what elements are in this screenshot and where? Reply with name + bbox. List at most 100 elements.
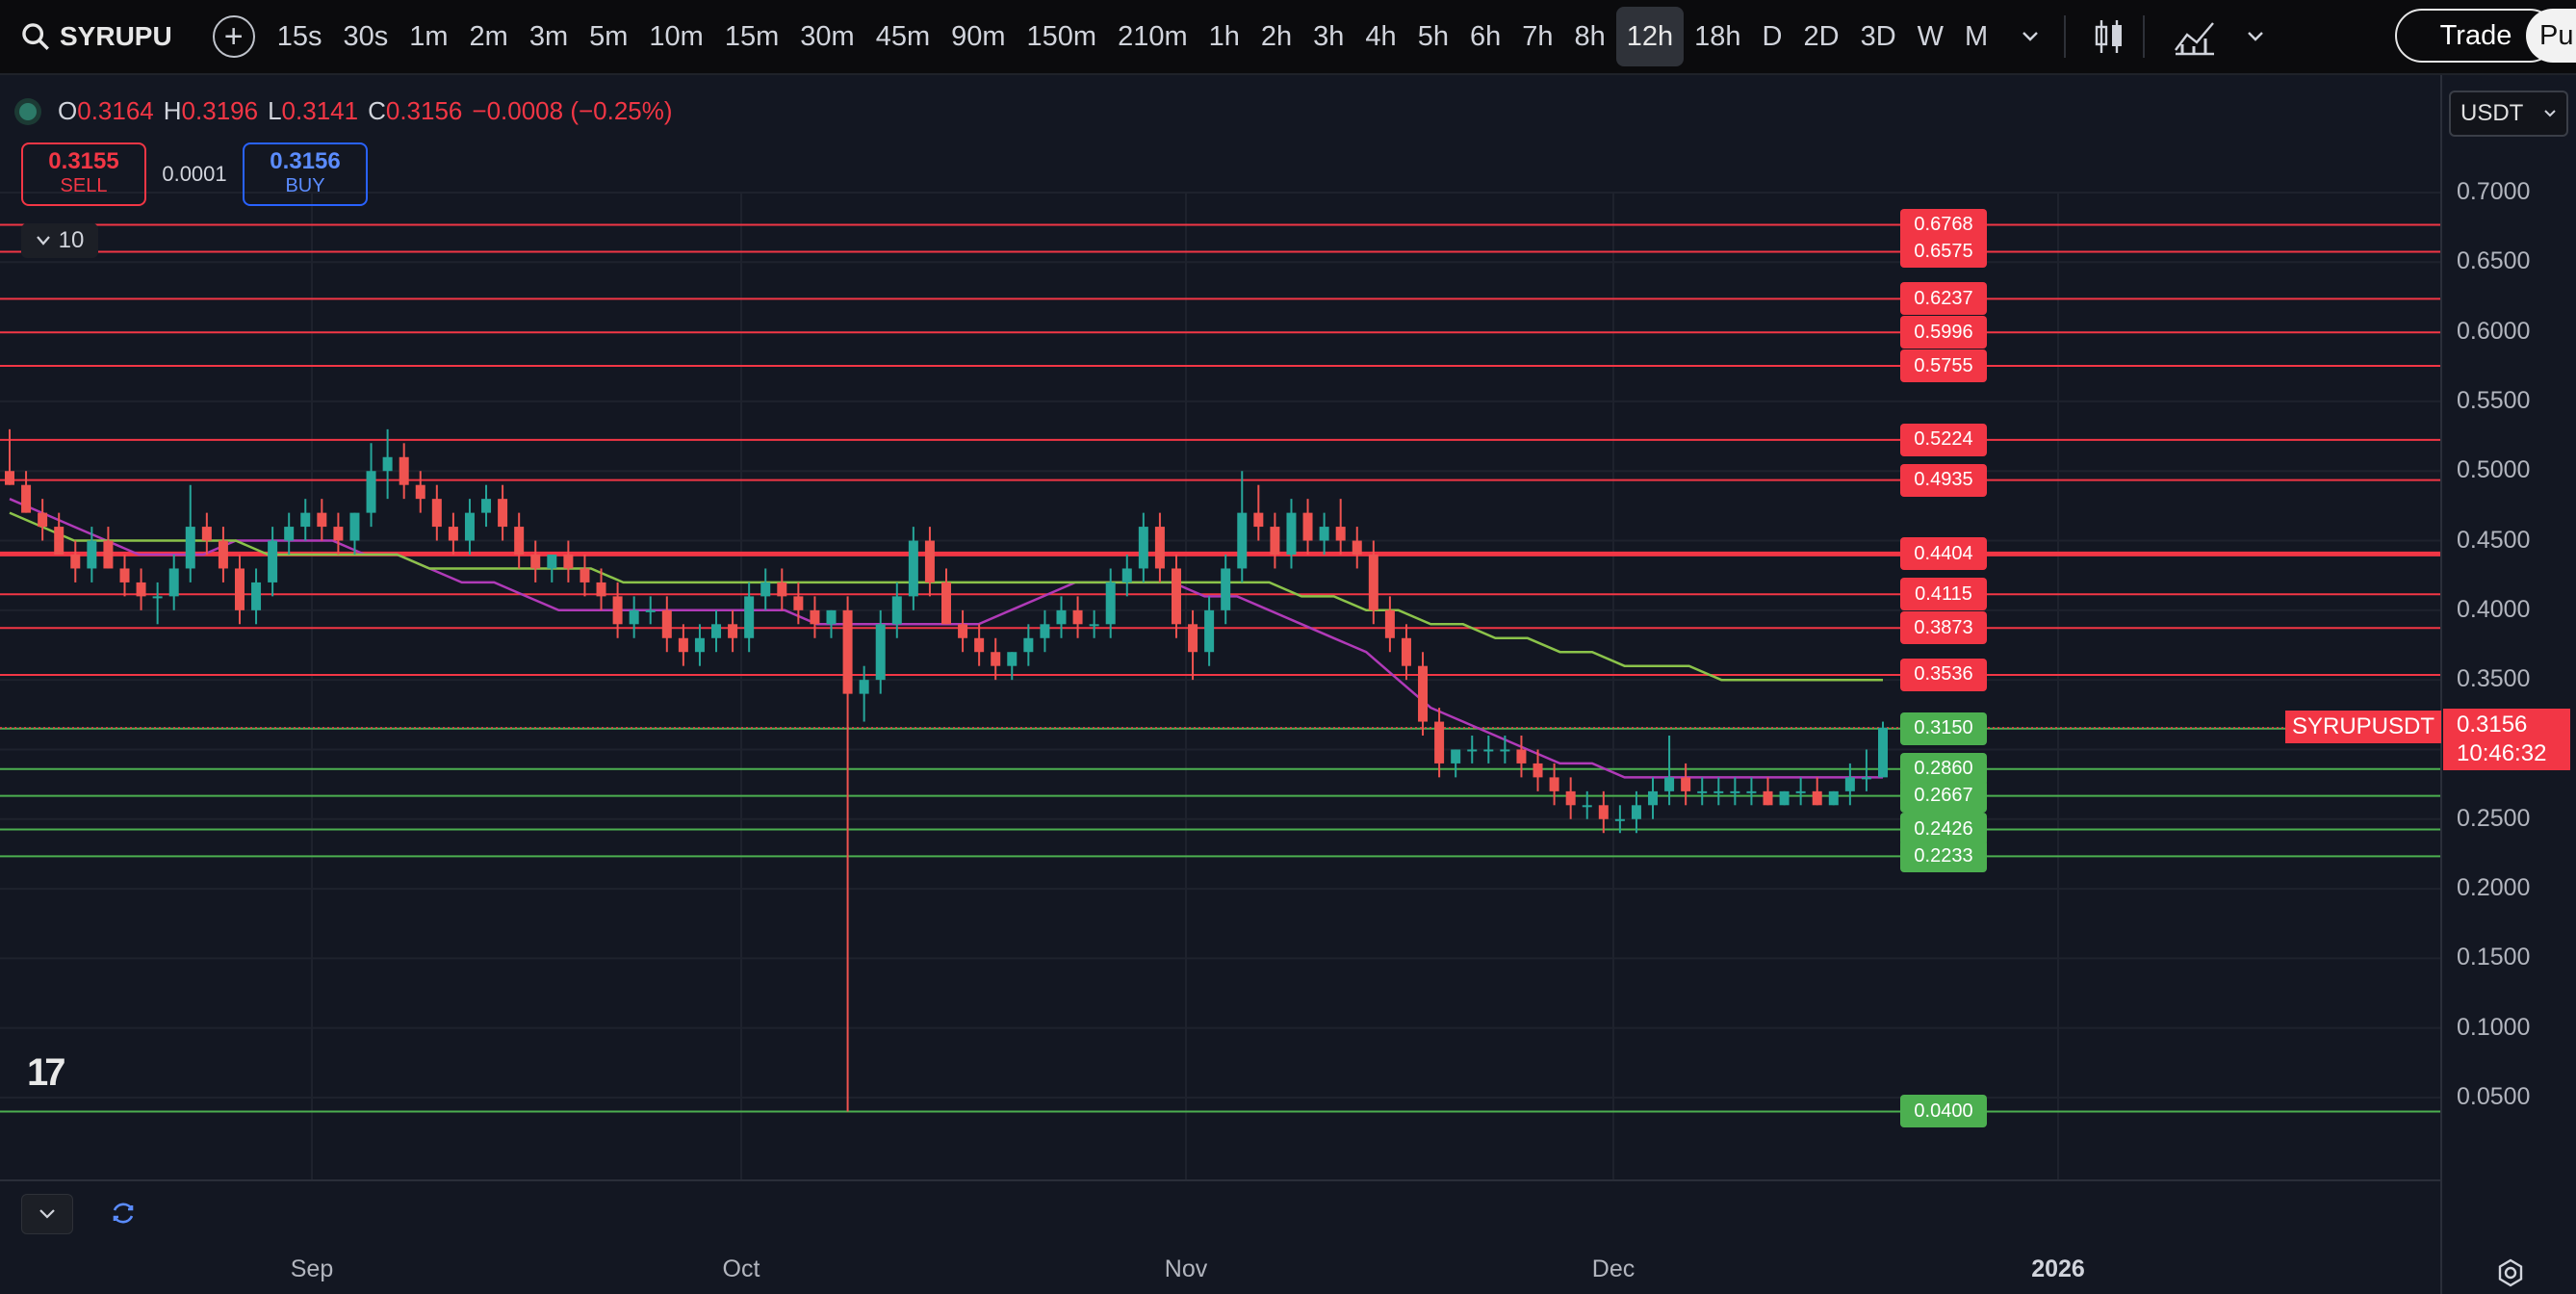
candle-body bbox=[284, 527, 295, 541]
candle-body bbox=[1828, 790, 1839, 806]
timeframe-15s[interactable]: 15s bbox=[276, 21, 322, 52]
compare-add-icon[interactable]: + bbox=[212, 15, 255, 58]
candle-body bbox=[103, 540, 114, 569]
timeframe-18h[interactable]: 18h bbox=[1694, 21, 1741, 52]
refresh-icon[interactable] bbox=[106, 1196, 141, 1230]
search-icon bbox=[22, 23, 49, 50]
open-value: 0.3164 bbox=[77, 96, 154, 125]
timeframe-150m[interactable]: 150m bbox=[1026, 21, 1097, 52]
candle-body bbox=[580, 568, 590, 582]
candle-body bbox=[661, 609, 672, 638]
timeframe-5h[interactable]: 5h bbox=[1417, 21, 1449, 52]
buy-button[interactable]: 0.3156 BUY bbox=[243, 142, 368, 206]
candles-chart-type-icon[interactable] bbox=[2087, 14, 2131, 59]
candle-body bbox=[1302, 512, 1313, 541]
chevron-down-icon bbox=[39, 1209, 55, 1219]
candle-body bbox=[1681, 777, 1691, 791]
timeframe-10m[interactable]: 10m bbox=[649, 21, 704, 52]
candle-body bbox=[349, 512, 360, 541]
candle-body bbox=[547, 555, 557, 569]
level-tag: 0.5224 bbox=[1900, 423, 1987, 456]
timeframe-dropdown-chevron-icon[interactable] bbox=[2008, 14, 2052, 59]
candle-body bbox=[1697, 790, 1708, 793]
candle-body bbox=[1565, 790, 1576, 806]
timeframe-30m[interactable]: 30m bbox=[800, 21, 855, 52]
timeframe-2m[interactable]: 2m bbox=[469, 21, 508, 52]
settings-gear-icon[interactable] bbox=[2495, 1257, 2526, 1288]
timeframe-3m[interactable]: 3m bbox=[528, 21, 569, 52]
timeframe-210m[interactable]: 210m bbox=[1118, 21, 1188, 52]
timeframe-1h[interactable]: 1h bbox=[1208, 21, 1240, 52]
candle-body bbox=[1730, 790, 1740, 793]
timeframe-3D[interactable]: 3D bbox=[1860, 21, 1896, 52]
level-tag: 0.4115 bbox=[1900, 578, 1987, 611]
price-axis-tick: 0.7000 bbox=[2457, 178, 2531, 205]
timeframe-7h[interactable]: 7h bbox=[1522, 21, 1554, 52]
tradingview-logo[interactable]: 17 bbox=[27, 1051, 65, 1094]
timeframe-12h[interactable]: 12h bbox=[1615, 7, 1685, 66]
indicators-toggle-button[interactable]: 10 bbox=[21, 223, 98, 258]
price-axis-tick: 0.0500 bbox=[2457, 1083, 2531, 1110]
timeframe-W[interactable]: W bbox=[1917, 21, 1945, 52]
timeframe-45m[interactable]: 45m bbox=[875, 21, 931, 52]
change-value: −0.0008 (−0.25%) bbox=[472, 96, 673, 125]
candle-body bbox=[908, 540, 918, 597]
timeframe-3h[interactable]: 3h bbox=[1313, 21, 1345, 52]
candle-body bbox=[1516, 749, 1527, 763]
publish-button[interactable]: Pu bbox=[2526, 9, 2576, 63]
price-axis-tick: 0.5000 bbox=[2457, 456, 2531, 484]
level-tag: 0.5755 bbox=[1900, 349, 1987, 383]
timeframe-15m[interactable]: 15m bbox=[724, 21, 780, 52]
timeframe-8h[interactable]: 8h bbox=[1574, 21, 1606, 52]
close-value: 0.3156 bbox=[385, 96, 463, 125]
candle-body bbox=[300, 512, 311, 528]
candle-body bbox=[678, 637, 688, 653]
price-axis-tick: 0.2500 bbox=[2457, 804, 2531, 832]
price-axis-tick: 0.1500 bbox=[2457, 944, 2531, 971]
candle-body bbox=[1023, 637, 1034, 653]
timeframe-30s[interactable]: 30s bbox=[343, 21, 389, 52]
indicators-dropdown-chevron-icon[interactable] bbox=[2233, 14, 2278, 59]
candle-body bbox=[744, 596, 755, 638]
symbol-name: SYRUPU bbox=[60, 21, 172, 51]
candle-body bbox=[974, 637, 985, 653]
candle-body bbox=[1286, 512, 1297, 555]
timeframe-1m[interactable]: 1m bbox=[409, 21, 449, 52]
price-axis-tick: 0.6500 bbox=[2457, 247, 2531, 275]
candle-body bbox=[514, 527, 525, 555]
candle-body bbox=[185, 527, 195, 569]
timeframe-M[interactable]: M bbox=[1965, 21, 1989, 52]
timeframe-5m[interactable]: 5m bbox=[589, 21, 629, 52]
candle-body bbox=[481, 499, 492, 513]
sell-button[interactable]: 0.3155 SELL bbox=[21, 142, 146, 206]
top-toolbar: SYRUPU + 15s 30s 1m 2m 3m 5m 10m 15m 30m 45m 90m 15… bbox=[0, 0, 2576, 75]
timeframe-2h[interactable]: 2h bbox=[1260, 21, 1293, 52]
timeframe-4h[interactable]: 4h bbox=[1365, 21, 1397, 52]
price-axis-tick: 0.1000 bbox=[2457, 1013, 2531, 1041]
level-tag: 0.5996 bbox=[1900, 316, 1987, 349]
candle-body bbox=[168, 568, 179, 597]
candle-body bbox=[498, 499, 508, 528]
price-chart[interactable] bbox=[0, 75, 2576, 1294]
indicators-icon[interactable] bbox=[2166, 14, 2224, 59]
symbol-search[interactable]: SYRUPU bbox=[19, 0, 172, 73]
candle-body bbox=[711, 624, 722, 638]
candle-body bbox=[1500, 749, 1510, 752]
market-status-dot bbox=[19, 102, 37, 120]
time-axis-tick: Dec bbox=[1591, 1255, 1636, 1282]
trade-button[interactable]: Trade bbox=[2395, 9, 2557, 63]
price-axis-tick: 0.5500 bbox=[2457, 386, 2531, 414]
timeframe-2D[interactable]: 2D bbox=[1803, 21, 1840, 52]
candle-body bbox=[629, 609, 639, 625]
candle-body bbox=[694, 637, 705, 653]
currency-select[interactable]: USDT bbox=[2449, 91, 2568, 137]
candle-body bbox=[958, 624, 968, 638]
collapse-panel-button[interactable] bbox=[21, 1194, 73, 1234]
timeframe-90m[interactable]: 90m bbox=[951, 21, 1006, 52]
timeframe-D[interactable]: D bbox=[1762, 21, 1783, 52]
candle-body bbox=[924, 540, 935, 582]
level-tag: 0.2667 bbox=[1900, 779, 1987, 813]
candle-body bbox=[1221, 568, 1231, 610]
candle-body bbox=[1072, 609, 1083, 625]
timeframe-6h[interactable]: 6h bbox=[1469, 21, 1502, 52]
